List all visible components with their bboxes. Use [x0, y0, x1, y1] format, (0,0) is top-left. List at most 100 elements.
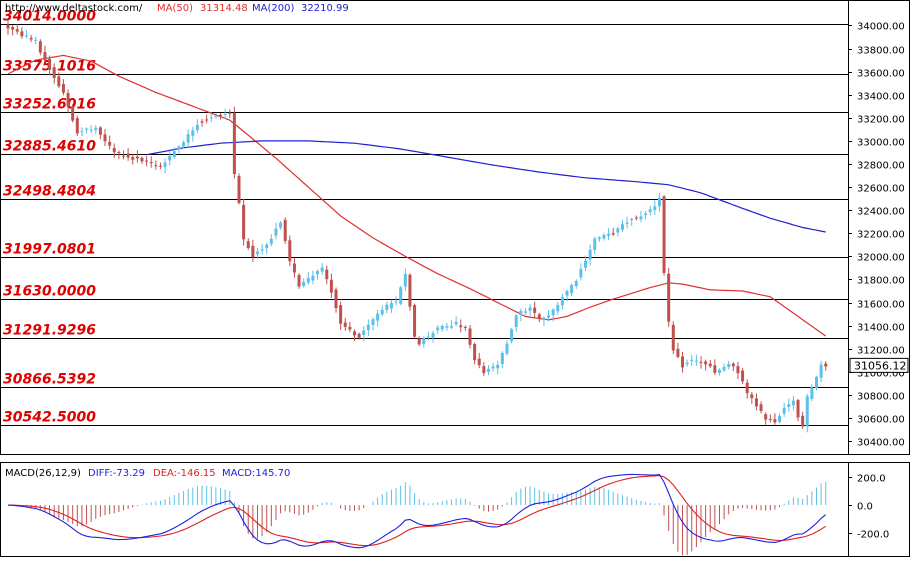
candle-up: [778, 415, 782, 423]
candle-down: [246, 241, 250, 249]
candle-up: [547, 315, 551, 318]
candle-up: [389, 303, 393, 309]
moving-averages: [7, 54, 827, 337]
candle-down: [325, 269, 329, 280]
candle-down: [200, 121, 204, 123]
candle-up: [306, 277, 310, 283]
ma50-line: [7, 54, 827, 337]
candle-down: [52, 67, 56, 79]
support-resistance-levels: 34014.000033575.101633252.601632885.4610…: [0, 9, 848, 426]
candle-down: [131, 156, 135, 160]
ma200-line: [146, 140, 826, 233]
candle-up: [694, 360, 698, 362]
candle-down: [473, 344, 477, 361]
candle-up: [454, 321, 458, 325]
candle-up: [394, 301, 398, 303]
candle-down: [38, 41, 42, 53]
candle-up: [584, 260, 587, 268]
candle-up: [34, 39, 38, 41]
level-label: 30542.5000: [3, 410, 96, 426]
price-tick-label: 31000.00: [857, 369, 905, 380]
price-tick-label: 33200.00: [857, 115, 905, 126]
level-label: 31630.0000: [3, 284, 96, 300]
macd-diff-label: DIFF:-73.29: [88, 468, 145, 479]
candle-up: [380, 309, 384, 315]
candle-down: [676, 348, 680, 357]
price-tick-label: 31200.00: [857, 346, 905, 357]
candle-down: [117, 152, 121, 154]
macd-title: MACD(26,12,9): [5, 468, 81, 479]
candle-up: [722, 366, 726, 371]
candle-down: [29, 37, 33, 40]
candle-up: [223, 113, 227, 115]
ma50-value: 31314.48: [200, 3, 248, 14]
macd-value-label: MACD:145.70: [222, 468, 291, 479]
candle-up: [436, 327, 440, 331]
last-price-label: 31056.12: [854, 359, 907, 372]
candle-down: [468, 328, 472, 345]
candle-down: [713, 365, 717, 373]
candle-down: [348, 326, 352, 330]
price-tick-label: 32200.00: [857, 230, 905, 241]
candle-up: [570, 284, 574, 294]
candle-down: [681, 356, 685, 368]
candle-up: [560, 297, 564, 306]
candle-down: [48, 58, 52, 70]
price-tick-label: 33000.00: [857, 138, 905, 149]
price-tick-label: 31400.00: [857, 323, 905, 334]
macd-tick-label: 200.0: [857, 474, 886, 485]
price-tick-label: 30400.00: [857, 438, 905, 449]
candle-up: [505, 343, 509, 354]
price-tick-label: 30600.00: [857, 415, 905, 426]
candle-down: [741, 370, 745, 382]
candle-down: [353, 331, 356, 336]
candle-down: [112, 148, 116, 153]
last-price-box: [849, 357, 909, 373]
candle-up: [320, 267, 324, 272]
price-tick-label: 31800.00: [857, 276, 905, 287]
candlesticks: [6, 20, 828, 433]
candle-down: [108, 141, 112, 146]
candle-down: [671, 324, 675, 351]
candle-up: [426, 336, 430, 338]
candle-up: [89, 129, 93, 131]
candle-down: [768, 418, 772, 420]
candle-down: [329, 279, 333, 293]
ma200-label: MA(200): [252, 3, 295, 14]
candle-down: [232, 112, 236, 175]
candle-up: [648, 209, 652, 213]
candle-down: [103, 134, 107, 142]
candle-up: [588, 249, 592, 260]
candle-up: [574, 280, 578, 286]
candle-down: [477, 358, 481, 366]
candle-up: [376, 313, 380, 321]
candle-up: [597, 237, 601, 240]
price-tick-label: 32800.00: [857, 161, 905, 172]
candle-up: [302, 281, 306, 286]
candle-up: [191, 130, 195, 136]
candle-down: [417, 338, 421, 345]
candle-up: [607, 233, 611, 236]
candle-up: [366, 324, 370, 331]
macd-pane-frame: [0, 462, 849, 557]
price-tick-label: 30800.00: [857, 392, 905, 403]
candle-up: [727, 363, 731, 368]
candle-up: [195, 124, 199, 131]
candle-down: [699, 361, 703, 363]
macd-axis-frame: [848, 462, 910, 557]
macd-tick-label: -200.0: [857, 530, 889, 541]
candle-down: [482, 366, 486, 374]
candle-down: [357, 333, 361, 338]
source-label: http://www.deltastock.com/: [5, 3, 143, 14]
price-tick-label: 33400.00: [857, 92, 905, 103]
level-label: 32885.4610: [3, 139, 96, 155]
candle-up: [431, 332, 435, 338]
candle-down: [122, 155, 125, 157]
candle-down: [43, 51, 47, 61]
candle-up: [399, 287, 403, 304]
candle-up: [625, 222, 629, 224]
candle-up: [805, 396, 809, 427]
candle-down: [242, 204, 246, 240]
candle-down: [11, 26, 15, 30]
candle-up: [316, 271, 320, 275]
